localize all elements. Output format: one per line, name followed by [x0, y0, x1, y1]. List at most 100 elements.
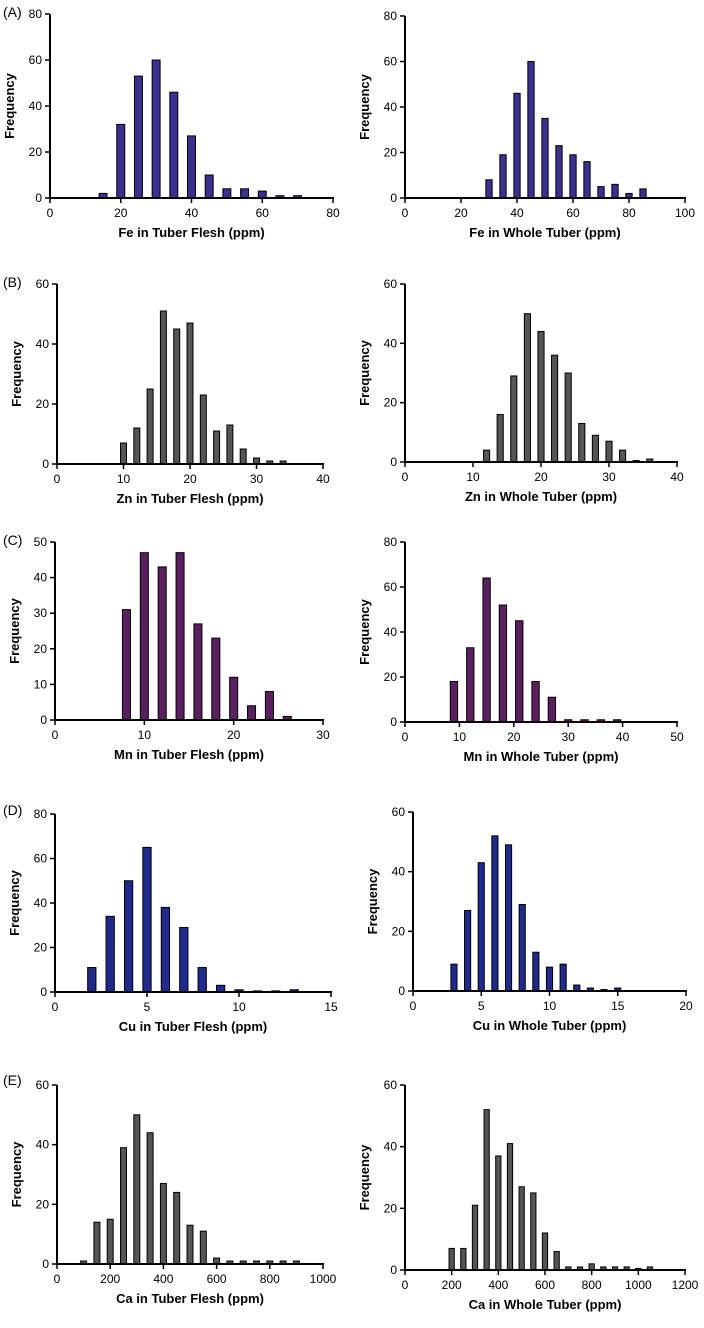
- bar: [545, 966, 554, 992]
- bar: [257, 190, 267, 199]
- y-axis-label: Frequency: [357, 1144, 372, 1211]
- y-axis-label: Frequency: [7, 597, 22, 664]
- x-tick-label: 10: [453, 730, 467, 744]
- bar: [460, 1247, 467, 1271]
- bar: [506, 1143, 514, 1271]
- bar: [499, 154, 507, 199]
- panel-label-b: (B): [3, 274, 22, 290]
- x-tick-label: 40: [185, 206, 199, 220]
- bar: [482, 577, 491, 723]
- y-tick-label: 20: [384, 670, 398, 684]
- y-tick-label: 60: [392, 805, 406, 819]
- bar: [450, 963, 458, 992]
- bar: [133, 75, 143, 199]
- y-tick-label: 0: [42, 1257, 49, 1271]
- x-tick-label: 20: [454, 206, 468, 220]
- bar: [169, 91, 179, 199]
- bar: [175, 552, 185, 721]
- bar: [229, 676, 239, 721]
- bar: [106, 1218, 114, 1265]
- x-tick-label: 10: [232, 1000, 246, 1014]
- x-tick-label: 60: [256, 206, 270, 220]
- x-tick-label: 0: [402, 470, 409, 484]
- y-axis-label: Frequency: [9, 340, 24, 407]
- bar: [160, 906, 171, 993]
- bar: [213, 430, 221, 465]
- bar: [491, 835, 499, 992]
- y-tick-label: 20: [36, 1197, 50, 1211]
- x-tick-label: 10: [466, 470, 480, 484]
- y-tick-label: 40: [392, 865, 406, 879]
- y-tick-label: 60: [384, 277, 398, 291]
- x-axis-label: Mn in Tuber Flesh (ppm): [114, 747, 264, 762]
- x-tick-label: 0: [54, 472, 61, 486]
- x-tick-label: 5: [478, 999, 485, 1013]
- x-tick-label: 40: [510, 206, 524, 220]
- bar: [513, 92, 521, 199]
- bar: [211, 637, 221, 721]
- y-tick-label: 50: [34, 535, 48, 549]
- bar: [146, 1132, 154, 1265]
- bar: [605, 440, 613, 463]
- y-tick-label: 40: [36, 337, 50, 351]
- y-tick-label: 0: [35, 191, 42, 205]
- x-tick-label: 80: [326, 206, 340, 220]
- x-axis-label: Zn in Tuber Flesh (ppm): [116, 491, 263, 506]
- x-tick-label: 200: [100, 1272, 120, 1286]
- chart-2: 0 10 20 30 40 0 20 40 60 Zn in Tuber Flesh (ppm) F…: [9, 277, 330, 506]
- bar: [464, 909, 472, 992]
- x-tick-label: 10: [138, 728, 152, 742]
- x-tick-label: 0: [402, 1278, 409, 1292]
- x-tick-label: 600: [535, 1278, 555, 1292]
- x-tick-label: 50: [670, 730, 684, 744]
- x-tick-label: 30: [316, 728, 330, 742]
- x-tick-label: 40: [616, 730, 630, 744]
- bar: [531, 681, 540, 723]
- x-axis-label: Ca in Whole Tuber (ppm): [469, 1297, 622, 1312]
- y-tick-label: 20: [392, 924, 406, 938]
- y-tick-label: 20: [36, 397, 50, 411]
- bar: [173, 1191, 181, 1265]
- x-tick-label: 1000: [625, 1278, 652, 1292]
- bar: [121, 609, 131, 721]
- chart-3: 0 10 20 30 40 0 20 40 60 Zn in Whole Tuber (ppm) F…: [357, 277, 684, 504]
- bar: [199, 1230, 207, 1265]
- bar: [619, 449, 627, 463]
- y-axis-label: Frequency: [357, 339, 372, 406]
- bar: [264, 691, 274, 721]
- bar: [569, 154, 577, 199]
- y-tick-label: 40: [34, 896, 48, 910]
- y-tick-label: 60: [384, 55, 398, 69]
- x-tick-label: 20: [114, 206, 128, 220]
- y-tick-label: 20: [384, 1201, 398, 1215]
- panel-label-a: (A): [3, 4, 22, 20]
- x-tick-label: 400: [153, 1272, 173, 1286]
- chart-6: 0 5 10 15 0 20 40 60 80 Cu in Tuber Flesh (ppm) Fr…: [7, 807, 338, 1034]
- y-tick-label: 0: [390, 715, 397, 729]
- bar: [471, 1204, 479, 1271]
- bar: [151, 59, 161, 199]
- bar: [120, 442, 127, 465]
- bar: [530, 1192, 537, 1271]
- y-axis-label: Frequency: [365, 868, 380, 935]
- y-tick-label: 40: [384, 1140, 398, 1154]
- x-axis-label: Mn in Whole Tuber (ppm): [463, 749, 618, 764]
- bar: [116, 123, 126, 199]
- y-tick-label: 80: [34, 807, 48, 821]
- y-axis-label: Frequency: [2, 72, 17, 139]
- bar: [591, 434, 599, 463]
- bar: [523, 313, 531, 463]
- bar: [578, 422, 586, 463]
- bar: [449, 681, 459, 723]
- bar: [199, 394, 207, 465]
- x-tick-label: 60: [566, 206, 580, 220]
- y-tick-label: 20: [384, 146, 398, 160]
- bar: [186, 322, 194, 465]
- y-tick-label: 60: [36, 277, 50, 291]
- bar: [93, 1221, 101, 1265]
- x-tick-label: 10: [543, 999, 557, 1013]
- bar: [247, 705, 257, 721]
- y-tick-label: 20: [384, 396, 398, 410]
- bar: [537, 330, 545, 463]
